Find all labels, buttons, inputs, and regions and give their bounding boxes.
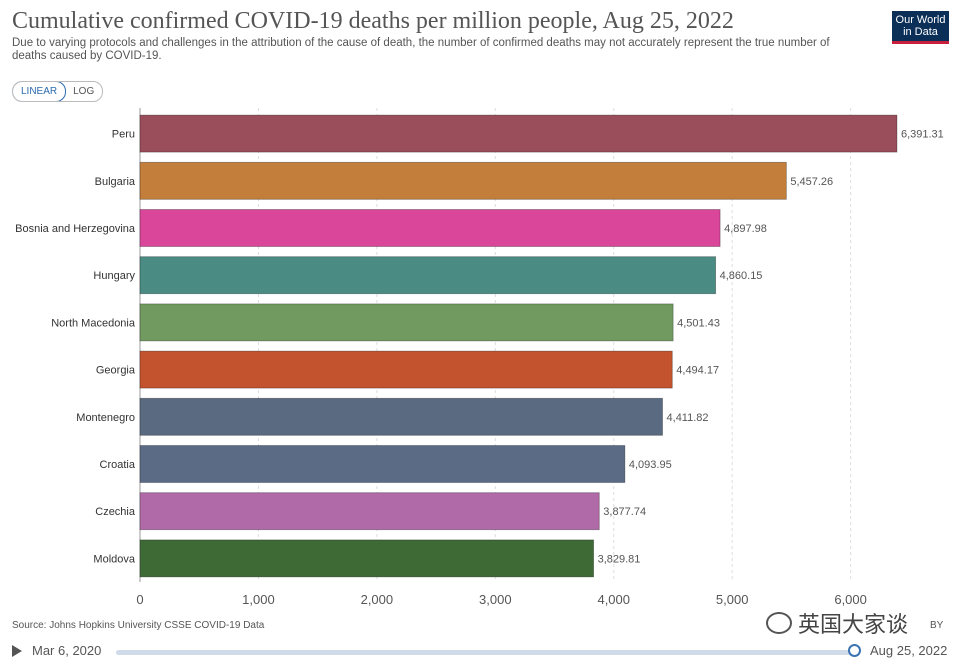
chart-subtitle: Due to varying protocols and challenges … (12, 37, 830, 62)
watermark: 英国大家谈 (766, 607, 908, 639)
value-label: 4,860.15 (720, 270, 763, 282)
value-label: 3,829.81 (598, 553, 641, 565)
x-tick-label: 0 (136, 592, 143, 607)
bar-chart: 0 1,000 2,000 3,000 4,000 5,000 6,000 Peru 6,391… (15, 108, 944, 607)
category-label[interactable]: Moldova (93, 553, 135, 565)
timeline-track[interactable] (116, 650, 856, 655)
x-tick-label: 4,000 (597, 592, 630, 607)
value-label: 5,457.26 (790, 176, 833, 188)
bar[interactable] (139, 303, 674, 342)
category-label[interactable]: Czechia (95, 506, 136, 518)
x-tick-label: 2,000 (361, 592, 394, 607)
wechat-icon (766, 612, 792, 634)
timeline-start-label: Mar 6, 2020 (32, 643, 102, 658)
category-label[interactable]: Montenegro (76, 412, 135, 424)
value-label: 4,897.98 (724, 223, 767, 235)
category-label[interactable]: Bulgaria (95, 176, 136, 188)
category-label[interactable]: North Macedonia (51, 317, 136, 329)
timeline-end-label: Aug 25, 2022 (870, 643, 948, 658)
x-tick-label: 6,000 (834, 592, 867, 607)
linear-scale-button[interactable]: LINEAR (13, 82, 67, 101)
bar[interactable] (139, 445, 626, 483)
bar[interactable] (139, 256, 717, 295)
logo-line-1: Our World (895, 14, 946, 26)
value-label: 4,093.95 (629, 459, 672, 471)
category-label[interactable]: Bosnia and Herzegovina (15, 223, 136, 235)
value-label: 6,391.31 (901, 129, 944, 141)
x-tick-label: 3,000 (479, 592, 512, 607)
chart-title: Cumulative confirmed COVID-19 deaths per… (12, 8, 734, 34)
log-scale-button[interactable]: LOG (73, 86, 95, 97)
value-label: 4,501.43 (677, 317, 720, 329)
timeline-handle[interactable] (848, 644, 861, 657)
category-label[interactable]: Croatia (100, 459, 136, 471)
value-label: 3,877.74 (603, 506, 646, 518)
logo-line-2: in Data (903, 26, 938, 38)
category-label[interactable]: Hungary (93, 270, 135, 282)
category-label[interactable]: Peru (112, 129, 135, 141)
bar[interactable] (139, 350, 673, 389)
category-label[interactable]: Georgia (96, 365, 136, 377)
x-tick-label: 5,000 (716, 592, 749, 607)
play-icon[interactable] (12, 645, 22, 657)
scale-toggle: LINEAR LOG (12, 81, 104, 102)
cc-license[interactable]: BY (930, 620, 944, 631)
timeline: Mar 6, 2020 Aug 25, 2022 (0, 640, 962, 666)
value-label: 4,411.82 (667, 412, 709, 424)
value-label: 4,494.17 (676, 365, 719, 377)
source-note: Source: Johns Hopkins University CSSE CO… (12, 620, 265, 631)
x-tick-label: 1,000 (242, 592, 275, 607)
bar[interactable] (139, 114, 898, 153)
bar[interactable] (139, 397, 663, 436)
bar[interactable] (139, 209, 721, 247)
bar[interactable] (139, 161, 787, 200)
bar[interactable] (139, 492, 600, 531)
owid-logo[interactable]: Our World in Data (892, 11, 949, 44)
bar[interactable] (139, 539, 594, 578)
watermark-text: 英国大家谈 (798, 613, 909, 638)
